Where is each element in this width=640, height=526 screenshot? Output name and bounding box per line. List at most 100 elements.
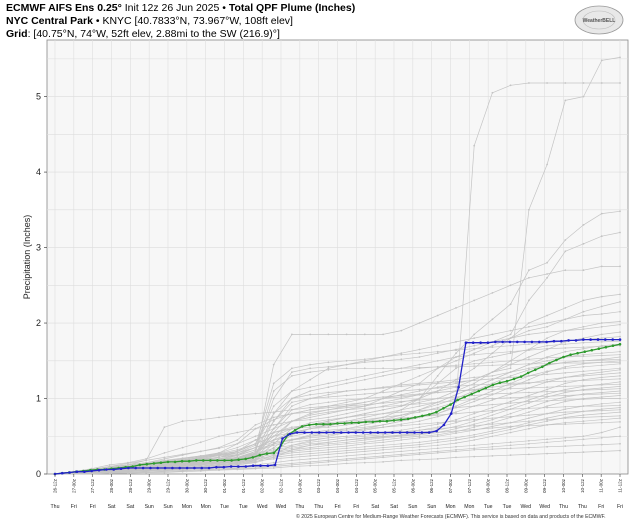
mean-line-point — [343, 422, 346, 425]
member-line-point — [528, 453, 530, 456]
member-line-point — [491, 378, 494, 380]
member-line-point — [127, 462, 129, 465]
member-line-point — [436, 452, 439, 454]
y-tick-label: 3 — [36, 243, 41, 253]
member-line-point — [327, 429, 330, 432]
member-line-point — [272, 405, 275, 407]
member-line-point — [582, 398, 585, 401]
member-line-point — [400, 447, 403, 450]
member-line-point — [509, 363, 512, 366]
member-line-point — [509, 431, 512, 434]
member-line-point — [564, 388, 567, 391]
member-line-point — [382, 455, 384, 457]
member-line-point — [327, 459, 330, 462]
member-line-point — [236, 450, 239, 453]
member-line-point — [546, 381, 548, 383]
member-line-point — [363, 441, 366, 444]
ensemble-members — [54, 56, 621, 475]
member-line-point — [400, 382, 403, 385]
x-day-label: Thu — [559, 504, 568, 510]
member-line-point — [455, 432, 457, 435]
member-line-point — [345, 416, 348, 419]
member-line-point — [619, 231, 621, 234]
mean-line-point — [392, 419, 396, 422]
member-line-point — [546, 405, 548, 407]
member-line-point — [163, 456, 166, 459]
member-line-point — [564, 411, 567, 413]
control-line-point — [501, 340, 504, 344]
member-line-point — [491, 423, 494, 426]
member-line-point — [528, 411, 530, 413]
x-tick-label: 07-00z — [448, 478, 453, 493]
member-line-point — [309, 448, 312, 450]
member-line-point — [509, 405, 512, 407]
member-line-point — [619, 375, 621, 377]
member-line-point — [582, 451, 585, 453]
member-line-point — [528, 362, 530, 365]
member-line-point — [291, 441, 293, 444]
member-line-point — [327, 441, 330, 444]
member-line-point — [564, 399, 567, 401]
mean-line-point — [583, 350, 586, 354]
member-line-point — [345, 452, 348, 454]
member-line-point — [218, 469, 220, 472]
member-line-point — [291, 371, 293, 373]
member-line-point — [619, 293, 621, 296]
member-line-point — [455, 420, 457, 423]
member-line-point — [509, 333, 512, 336]
member-line-point — [418, 352, 421, 355]
member-line-point — [455, 382, 457, 385]
control-line-point — [97, 468, 101, 472]
member-line-point — [382, 412, 384, 415]
member-line-point — [600, 364, 603, 367]
member-line — [54, 395, 621, 475]
member-line-point — [600, 322, 603, 324]
member-line-point — [546, 356, 548, 359]
member-line-point — [163, 426, 166, 429]
member-line-point — [291, 426, 293, 429]
member-line-point — [272, 454, 275, 456]
member-line-point — [254, 435, 257, 438]
member-line-point — [363, 414, 366, 416]
member-line-point — [327, 435, 330, 438]
member-line-point — [272, 456, 275, 459]
member-line-point — [528, 358, 530, 361]
member-line-point — [363, 358, 366, 361]
member-line-point — [455, 448, 457, 451]
member-line-point — [436, 439, 439, 441]
member-line-point — [291, 462, 293, 465]
member-line-point — [418, 409, 421, 412]
mean-line-point — [293, 428, 297, 432]
member-line-point — [272, 431, 275, 434]
member-line-point — [309, 386, 312, 389]
member-line-point — [582, 314, 585, 317]
member-line-point — [327, 464, 330, 466]
member-line-point — [546, 344, 548, 347]
mean-line-point — [421, 414, 424, 418]
member-line-point — [528, 378, 530, 381]
member-line-point — [546, 314, 548, 317]
member-line-point — [546, 359, 548, 362]
member-line-point — [108, 464, 111, 466]
member-line-point — [455, 439, 457, 441]
control-line-point — [90, 469, 93, 473]
member-line-point — [327, 333, 330, 336]
member-line-point — [291, 397, 293, 400]
member-line-point — [455, 456, 457, 459]
member-line-point — [382, 402, 384, 404]
member-line-point — [382, 391, 384, 394]
member-line-point — [291, 427, 293, 430]
member-line-point — [619, 411, 621, 413]
member-line-point — [546, 417, 548, 419]
member-line-point — [473, 365, 476, 367]
member-line-point — [236, 448, 239, 451]
control-line-point — [604, 338, 607, 341]
member-line-point — [509, 392, 512, 395]
member-line-point — [418, 411, 421, 413]
x-tick-label: 26-12z — [53, 478, 58, 493]
member-line-point — [436, 381, 439, 383]
member-line-point — [254, 442, 257, 445]
member-line-point — [327, 461, 330, 463]
member-line-point — [509, 303, 512, 306]
member-line-point — [363, 456, 366, 459]
